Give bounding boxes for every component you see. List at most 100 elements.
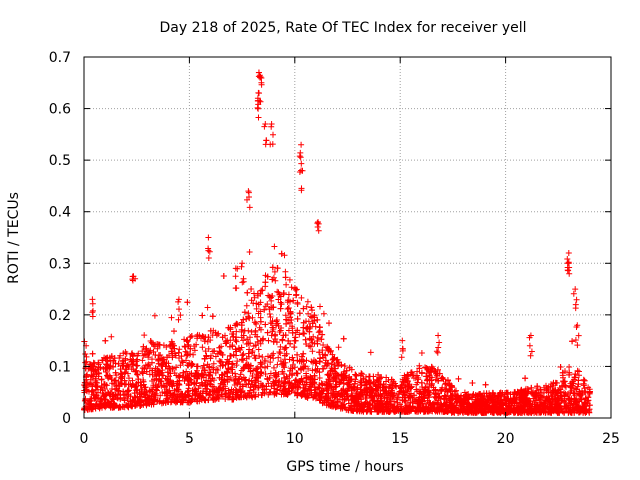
data-point (126, 375, 132, 382)
data-point (125, 391, 132, 398)
data-point (245, 390, 252, 397)
data-point (209, 313, 216, 320)
data-point (304, 298, 311, 305)
data-point (344, 387, 350, 394)
data-point (415, 397, 422, 404)
data-point (288, 284, 295, 291)
data-point (207, 355, 214, 362)
data-point (325, 360, 332, 367)
data-point (135, 379, 142, 386)
data-point (246, 315, 253, 322)
data-point (358, 389, 365, 396)
data-point (207, 327, 214, 334)
data-point (559, 382, 566, 389)
data-point (334, 393, 340, 400)
data-point (316, 375, 323, 381)
data-point (480, 403, 487, 409)
data-point (116, 388, 123, 395)
data-point (86, 381, 93, 388)
data-point (198, 396, 205, 403)
data-point (254, 290, 261, 297)
data-point (300, 330, 306, 337)
data-point (132, 368, 139, 375)
data-point (368, 388, 375, 395)
data-point (570, 390, 577, 397)
data-point (416, 365, 423, 372)
data-point (129, 382, 136, 388)
data-point (280, 383, 287, 390)
data-point (328, 365, 335, 372)
data-point (128, 366, 135, 372)
data-point (472, 392, 479, 398)
data-point (564, 391, 571, 398)
data-point (207, 369, 214, 376)
data-point (221, 390, 228, 397)
data-point (291, 344, 298, 351)
data-point (134, 356, 141, 363)
data-point (141, 332, 148, 339)
data-point (389, 382, 396, 389)
data-point (133, 367, 140, 374)
data-point (230, 351, 237, 358)
data-point (293, 376, 299, 383)
data-point (253, 320, 260, 327)
data-point (341, 368, 348, 375)
data-point (304, 394, 311, 401)
data-point (120, 362, 127, 369)
data-point (349, 384, 355, 391)
data-point (171, 391, 178, 398)
data-point (89, 350, 96, 357)
data-point (269, 276, 276, 283)
data-point (322, 351, 329, 358)
data-point (420, 408, 427, 415)
data-point (534, 383, 541, 390)
data-point (320, 365, 327, 372)
data-point (298, 367, 305, 373)
data-point (396, 390, 402, 396)
data-point (327, 367, 334, 374)
data-point (219, 334, 226, 341)
data-point (442, 381, 449, 388)
data-point (128, 358, 135, 365)
data-point (285, 327, 292, 334)
data-point (576, 391, 583, 398)
data-point (582, 395, 589, 401)
data-point (191, 347, 198, 354)
data-point (418, 398, 425, 405)
data-point (269, 328, 276, 335)
data-point (262, 371, 269, 377)
data-point (345, 379, 352, 386)
data-point (277, 350, 284, 357)
data-point (205, 334, 212, 341)
data-point (93, 401, 100, 408)
data-point (425, 404, 432, 411)
data-point (566, 395, 573, 402)
data-point (354, 384, 361, 391)
data-point (425, 387, 431, 394)
data-point (254, 338, 261, 345)
data-point (188, 395, 195, 402)
data-point (319, 347, 326, 354)
data-point (432, 387, 439, 394)
data-point (280, 332, 287, 339)
data-point (283, 373, 290, 380)
data-point (265, 353, 271, 360)
data-point (150, 401, 157, 408)
data-point (81, 406, 88, 413)
data-point (216, 374, 223, 381)
data-point (228, 353, 234, 359)
data-point (453, 387, 459, 394)
data-point (517, 403, 524, 410)
data-point (241, 327, 248, 334)
data-point (286, 276, 293, 283)
data-point (162, 375, 169, 382)
data-point (185, 392, 192, 399)
data-point (576, 368, 582, 375)
data-point (243, 341, 250, 347)
data-point (586, 389, 593, 396)
data-point (465, 396, 472, 403)
data-point (186, 376, 193, 383)
data-point (319, 331, 326, 338)
data-point (216, 344, 223, 351)
data-point (104, 389, 111, 396)
